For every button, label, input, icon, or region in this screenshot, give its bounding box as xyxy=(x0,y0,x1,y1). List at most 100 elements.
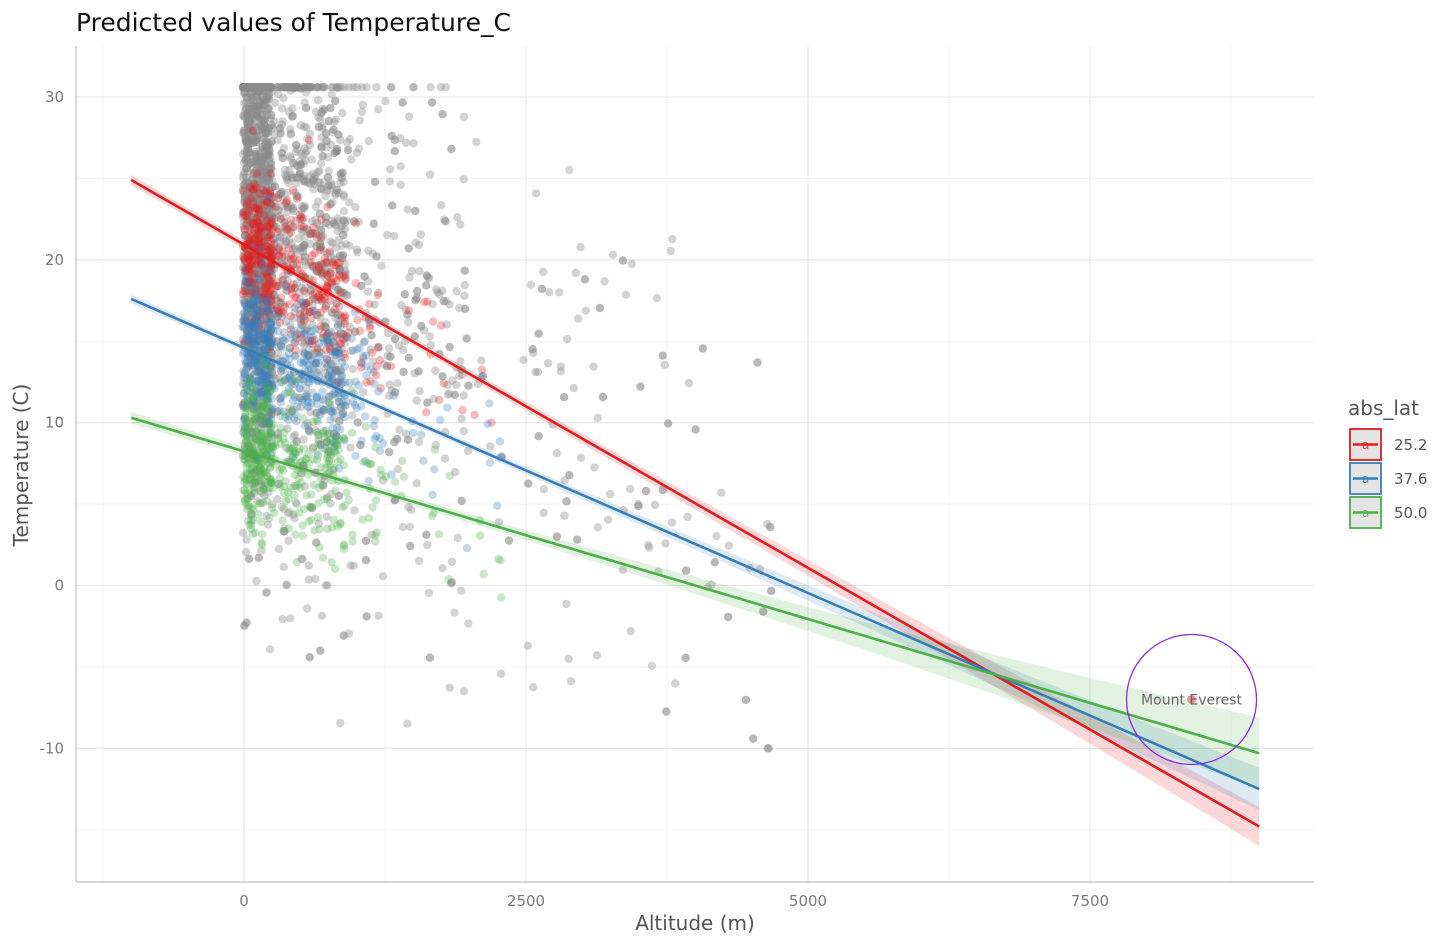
scatter-point xyxy=(276,83,285,92)
scatter-point xyxy=(245,198,255,207)
scatter-point xyxy=(343,145,353,155)
scatter-point xyxy=(277,312,286,321)
scatter-point xyxy=(244,83,254,92)
scatter-point xyxy=(244,329,253,338)
scatter-point xyxy=(335,265,344,275)
scatter-point xyxy=(253,376,262,385)
scatter-point xyxy=(316,243,325,252)
scatter-point xyxy=(534,432,543,441)
scatter-point xyxy=(248,217,257,226)
scatter-point xyxy=(256,166,265,175)
scatter-point xyxy=(244,278,254,287)
scatter-point xyxy=(445,389,454,398)
scatter-point xyxy=(243,93,253,102)
scatter-point xyxy=(243,83,252,92)
scatter-point xyxy=(303,604,312,613)
scatter-point xyxy=(305,83,314,92)
scatter-point xyxy=(259,120,269,129)
scatter-point xyxy=(299,356,309,366)
scatter-point xyxy=(325,397,334,407)
scatter-point xyxy=(250,190,260,199)
scatter-point xyxy=(565,471,574,480)
scatter-point xyxy=(246,125,255,135)
scatter-point xyxy=(556,367,565,376)
scatter-point xyxy=(311,574,320,584)
scatter-point xyxy=(302,392,311,401)
scatter-point xyxy=(375,355,384,365)
scatter-point xyxy=(244,178,253,187)
scatter-point xyxy=(265,411,274,420)
scatter-point xyxy=(243,83,252,92)
scatter-point xyxy=(336,169,345,179)
scatter-point xyxy=(264,143,273,152)
scatter-point xyxy=(289,314,298,323)
scatter-point xyxy=(246,83,255,92)
scatter-point xyxy=(287,170,296,180)
scatter-point xyxy=(299,241,308,250)
scatter-point xyxy=(257,465,266,475)
scatter-point xyxy=(267,137,276,146)
scatter-point xyxy=(254,172,264,181)
scatter-point xyxy=(452,380,461,390)
scatter-point xyxy=(260,231,269,241)
scatter-point xyxy=(342,488,351,497)
scatter-point xyxy=(353,315,362,325)
scatter-point xyxy=(323,173,332,182)
scatter-point xyxy=(322,437,332,447)
scatter-point xyxy=(258,540,267,549)
scatter-point xyxy=(252,83,262,92)
scatter-point xyxy=(323,256,333,265)
scatter-point xyxy=(339,216,348,225)
scatter-point xyxy=(242,137,251,146)
scatter-point xyxy=(331,346,340,356)
scatter-point xyxy=(265,387,275,396)
scatter-point xyxy=(381,97,390,106)
scatter-point xyxy=(289,396,298,405)
scatter-point xyxy=(333,214,343,223)
scatter-point xyxy=(576,453,586,462)
scatter-point xyxy=(420,297,429,307)
scatter-point xyxy=(248,93,257,103)
scatter-point xyxy=(291,498,301,507)
scatter-point xyxy=(324,116,333,126)
scatter-point xyxy=(243,280,252,289)
scatter-point xyxy=(564,654,573,663)
scatter-point xyxy=(284,536,293,545)
scatter-point xyxy=(257,342,267,352)
scatter-point xyxy=(265,309,275,319)
scatter-point xyxy=(246,86,256,95)
scatter-point xyxy=(352,403,361,413)
scatter-point xyxy=(264,175,273,184)
scatter-point xyxy=(390,135,399,144)
scatter-point xyxy=(261,100,270,109)
scatter-point xyxy=(300,349,309,358)
scatter-point xyxy=(256,257,265,266)
scatter-point xyxy=(455,303,464,313)
scatter-point xyxy=(464,619,473,628)
scatter-point xyxy=(345,134,355,144)
scatter-point xyxy=(249,223,258,233)
scatter-point xyxy=(247,278,256,287)
scatter-point xyxy=(257,175,266,185)
scatter-point xyxy=(242,83,251,92)
scatter-point xyxy=(338,253,347,263)
scatter-point xyxy=(258,484,267,493)
scatter-point xyxy=(251,435,261,444)
scatter-point xyxy=(242,110,251,119)
scatter-point xyxy=(330,148,339,158)
scatter-point xyxy=(240,398,249,407)
scatter-point xyxy=(243,141,253,150)
scatter-point xyxy=(257,83,267,92)
scatter-point xyxy=(239,83,248,92)
scatter-point xyxy=(263,307,272,316)
scatter-point xyxy=(266,410,276,419)
scatter-point xyxy=(292,437,301,446)
scatter-point xyxy=(353,248,362,257)
scatter-point xyxy=(251,310,261,320)
scatter-point xyxy=(303,134,312,143)
scatter-point xyxy=(332,431,341,441)
scatter-point xyxy=(308,176,318,185)
scatter-point xyxy=(318,151,327,161)
scatter-point xyxy=(240,264,249,273)
scatter-point xyxy=(249,337,258,346)
